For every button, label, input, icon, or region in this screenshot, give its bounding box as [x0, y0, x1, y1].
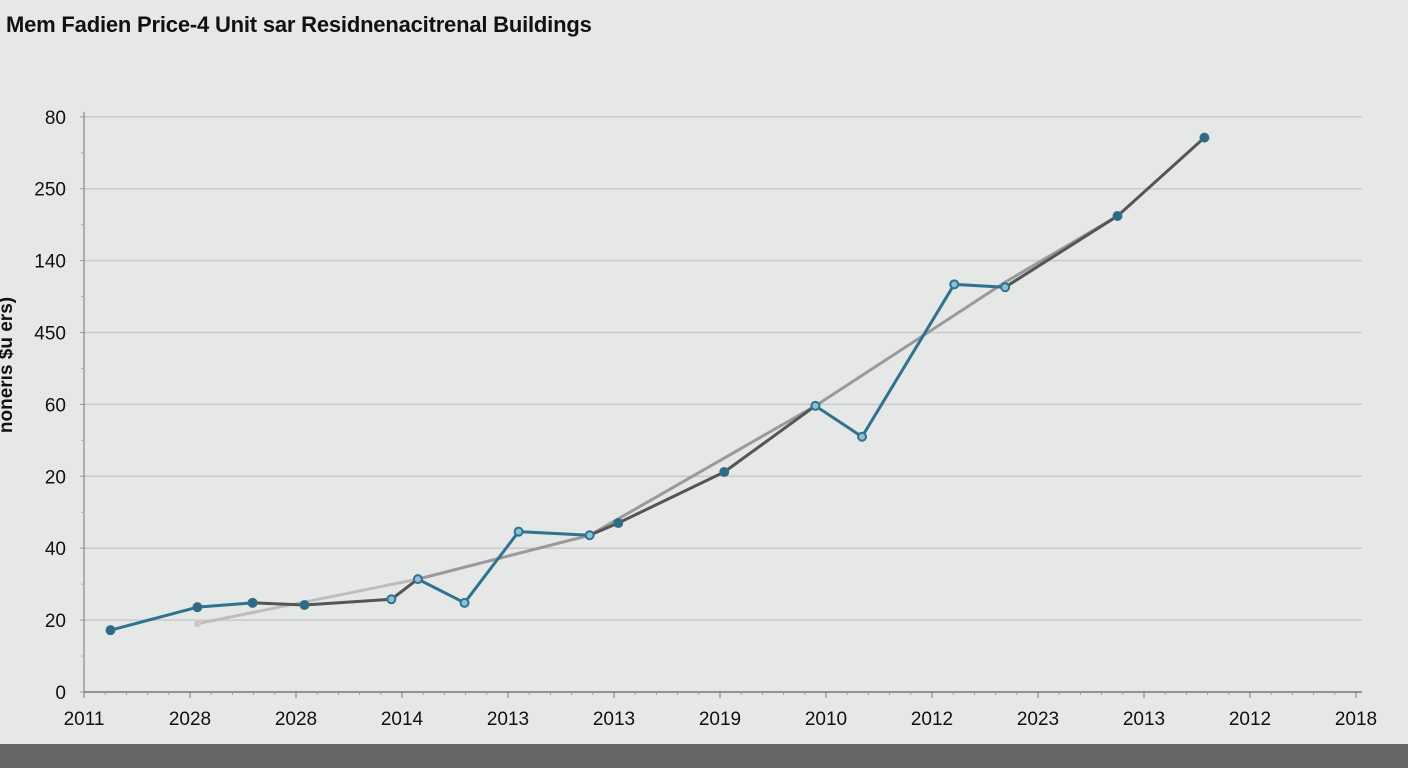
- series-segment: [722, 404, 817, 474]
- chart-title: Mem Fadien Price-4 Unit sar Residnenacit…: [6, 12, 592, 37]
- data-point: [719, 466, 730, 477]
- y-tick-label: 0: [55, 683, 66, 704]
- series-segment: [416, 577, 467, 605]
- x-tick-label: 2012: [1229, 709, 1271, 730]
- y-tick-label: 60: [45, 395, 66, 416]
- series-segment: [389, 577, 420, 601]
- trend-segment: [813, 280, 1007, 408]
- data-point: [386, 594, 397, 605]
- y-tick-label: 450: [34, 324, 66, 345]
- x-tick-label: 2019: [699, 709, 741, 730]
- series-segment: [588, 521, 620, 537]
- y-tick-label: 80: [45, 108, 66, 129]
- data-point: [247, 597, 258, 608]
- x-tick-label: 2018: [1335, 709, 1377, 730]
- data-point: [105, 625, 116, 636]
- x-tick-label: 2028: [169, 709, 211, 730]
- data-point: [459, 597, 470, 608]
- y-tick-label: 140: [34, 252, 66, 273]
- series-segment: [860, 282, 956, 439]
- data-point: [1000, 282, 1011, 293]
- series-segment: [952, 282, 1007, 289]
- x-tick-label: 2011: [64, 709, 105, 730]
- series-segment: [195, 601, 255, 609]
- x-tick-label: 2013: [487, 709, 529, 730]
- x-tick-label: 2014: [381, 709, 424, 730]
- x-tick-label: 2012: [911, 709, 953, 730]
- series-segment: [1116, 136, 1206, 218]
- y-axis-label: noneris $u ers): [0, 297, 17, 433]
- series-segment: [813, 404, 864, 439]
- data-point: [949, 279, 960, 290]
- series-segment: [251, 601, 306, 607]
- x-tick-label: 2010: [805, 709, 847, 730]
- data-point: [810, 400, 821, 411]
- data-point: [584, 530, 595, 541]
- x-tick-label: 2023: [1017, 709, 1059, 730]
- y-tick-label: 20: [45, 611, 66, 632]
- series-segment: [109, 605, 199, 632]
- trend-series: [193, 214, 1119, 628]
- data-point: [513, 526, 524, 537]
- x-tick-label: 2013: [593, 709, 635, 730]
- trend-segment: [416, 533, 592, 581]
- trend-segment: [588, 404, 817, 537]
- y-tick-label: 40: [45, 539, 66, 560]
- x-tick-label: 2013: [1123, 709, 1165, 730]
- main-series: [105, 132, 1210, 636]
- series-segment: [616, 470, 726, 525]
- y-axis-ticks: 0 20 40 20 60 450 140 250 80: [34, 108, 84, 704]
- trend-point: [193, 620, 201, 628]
- series-segment: [463, 530, 521, 605]
- data-point: [192, 602, 203, 613]
- axes: [83, 111, 1362, 693]
- series-segment: [302, 597, 393, 607]
- series-segment: [517, 530, 592, 537]
- x-tick-label: 2028: [275, 709, 317, 730]
- series-segment: [1003, 214, 1119, 289]
- data-point: [1112, 211, 1123, 222]
- data-point: [613, 518, 624, 529]
- data-point: [412, 574, 423, 585]
- y-tick-label: 250: [34, 180, 66, 201]
- data-point: [299, 600, 310, 611]
- x-axis-ticks: 2011 2028 2028 2014 2013 2013 2019 2010 2012 2023…: [64, 692, 1377, 730]
- data-point: [857, 431, 868, 442]
- data-point: [1199, 132, 1210, 143]
- y-tick-label: 20: [45, 467, 66, 488]
- footer-bar: [0, 744, 1408, 768]
- gridlines: [84, 116, 1362, 621]
